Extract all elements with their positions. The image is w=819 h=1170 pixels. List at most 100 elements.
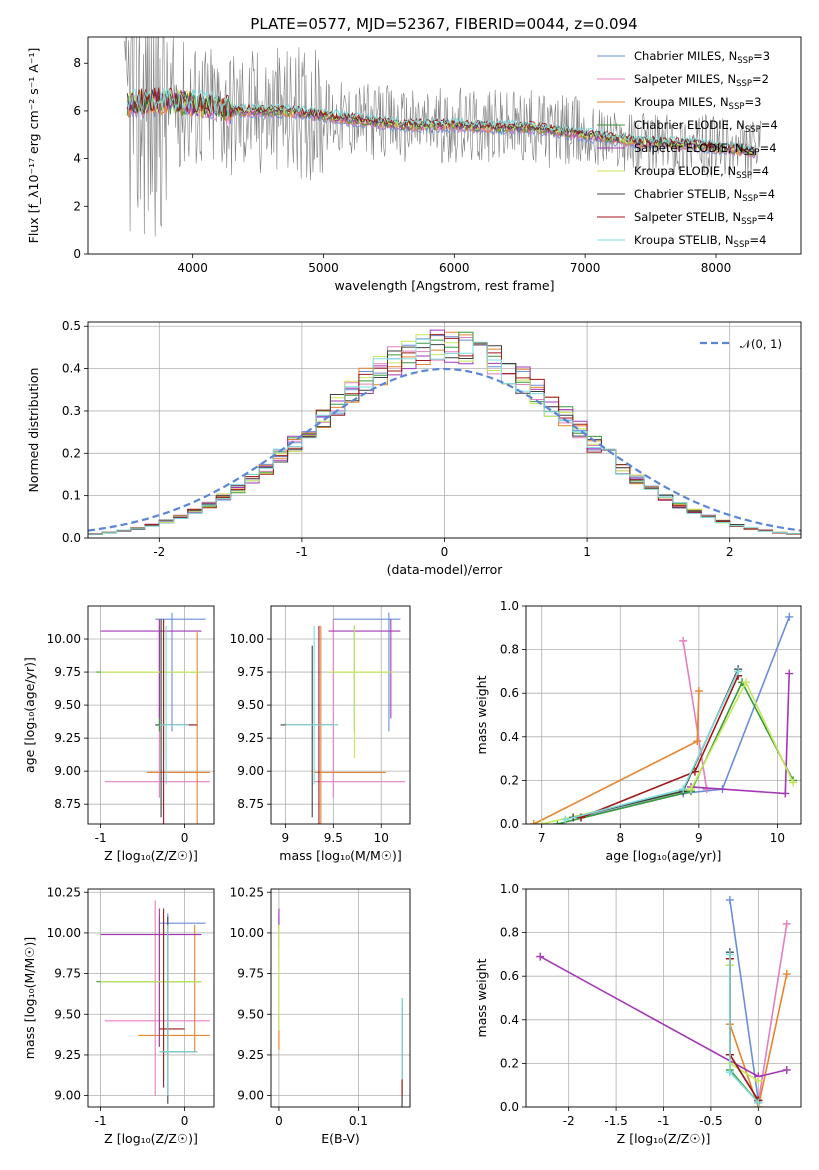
weight-marker [553,820,562,824]
x-tick-label: 0.1 [349,1114,368,1128]
x-axis-label: E(B-V) [321,1131,360,1146]
y-tick-label: 0.0 [500,1100,519,1114]
weight-marker [725,1068,734,1077]
x-tick-label: 9 [282,831,290,845]
axes-frame [87,321,802,539]
weight-marker [781,789,790,798]
panel-spectrum: 4000 5000 6000 7000 8000 0 2 4 6 8 wavelength [Ang… [26,36,802,293]
legend-subscript: SSP [737,56,753,66]
x-tick-label: 2 [726,545,734,559]
y-tick-label: 10.00 [230,632,264,646]
x-tick-label: 0 [181,1114,189,1128]
axes-frame [525,888,802,1108]
y-axis-label: mass weight [474,958,489,1037]
x-tick-label: 0 [275,1114,283,1128]
y-axis-label: Normed distribution [26,368,41,493]
x-tick-label: 9 [695,831,703,845]
y-tick-label: 1.0 [500,882,519,896]
y-tick-label: 1.0 [500,599,519,613]
x-axis-label: Z [log₁₀(Z/Z☉)] [617,1131,711,1146]
x-tick-label: 5000 [308,261,339,275]
figure-title: PLATE=0577, MJD=52367, FIBERID=0044, z=0… [250,15,637,33]
x-tick-label: 0 [441,545,449,559]
legend-suffix: =4 [757,210,774,224]
axes-frame [525,605,802,825]
legend-suffix: =4 [749,233,766,247]
y-tick-label: 10.00 [47,926,81,940]
legend-entry: 𝒩(0, 1) [740,337,782,351]
normal-curve [88,367,801,532]
y-tick-label: 9.25 [54,731,81,745]
weight-marker [785,612,794,621]
weight-marker [529,820,538,824]
legend-entry: Kroupa MILES, NSSP=3 [634,95,761,112]
axes-frame [270,888,411,1108]
panel-weight_vs_age: 7 8 9 10 0.0 0.2 0.4 0.6 0.8 1.0 age [log₁₀(age/yr… [474,599,802,863]
y-tick-label: 9.75 [54,967,81,981]
axes-frame [87,888,215,1108]
legend-suffix: =4 [761,118,778,132]
y-tick-label: 10.25 [230,885,264,899]
legend-subscript: SSP [729,102,745,112]
weight-marker [754,1098,763,1107]
x-tick-label: -2 [153,545,165,559]
y-tick-label: 8.75 [54,797,81,811]
weight-marker [742,678,750,687]
x-tick-label: -1 [95,1114,107,1128]
y-tick-label: 9.00 [237,764,264,778]
weight-marker [687,785,695,794]
weight-marker [782,970,791,979]
plot-area [96,900,210,1104]
weight-marker [679,636,688,645]
plot-area [280,612,406,824]
legend-name: Salpeter STELIB, N [634,210,741,224]
legend-subscript: SSP [744,148,760,158]
weight-line-1 [757,923,788,1103]
weight-marker [725,950,734,959]
y-tick-label: 0.2 [500,1056,519,1070]
panel-mass_vs_EBV: 0 0.1 9.00 9.25 9.50 9.75 10.00 10.25 E(B-V) [230,885,411,1146]
y-tick-label: 0.0 [500,817,519,831]
legend-entry: Chabrier MILES, NSSP=3 [634,49,770,66]
axes-frame [87,36,802,255]
y-tick-label: 9.50 [54,1007,81,1021]
y-tick-label: 2 [73,199,81,213]
weight-marker [782,1065,791,1074]
y-tick-label: 9.00 [54,1089,81,1103]
legend-subscript: SSP [736,171,752,181]
legend-subscript: SSP [745,125,761,135]
y-tick-label: 9.75 [54,665,81,679]
y-tick-label: 9.50 [237,698,264,712]
legend-entry: Salpeter MILES, NSSP=2 [634,72,769,89]
x-tick-label: -1 [296,545,308,559]
x-tick-label: 9.5 [324,831,343,845]
weight-marker [694,687,703,696]
weight-marker [561,815,570,824]
y-tick-label: 9.50 [54,698,81,712]
x-tick-label: -1 [658,1114,670,1128]
histogram-7 [88,334,801,535]
legend-name: Kroupa ELODIE, N [634,164,736,178]
y-axis-label: mass weight [474,675,489,754]
x-tick-label: 7 [538,831,546,845]
legend-entry: Salpeter ELODIE, NSSP=4 [634,141,777,158]
legend-name: Salpeter ELODIE, N [634,141,744,155]
x-tick-label: 8 [616,831,624,845]
y-tick-label: 0.8 [500,643,519,657]
weight-marker [690,767,699,776]
axes-frame [87,605,215,825]
weight-marker [537,820,546,824]
weight-marker [782,919,791,928]
y-tick-label: 0.5 [62,319,81,333]
legend-name: Chabrier MILES, N [634,49,737,63]
legend-entry: Chabrier ELODIE, NSSP=4 [634,118,778,135]
x-tick-label: 0 [181,831,189,845]
weight-line-8 [729,954,759,1104]
x-tick-label: -0.5 [699,1114,722,1128]
y-tick-label: 0.4 [62,362,81,376]
y-tick-label: 9.25 [237,1048,264,1062]
legend-subscript: SSP [736,79,752,89]
y-tick-label: 9.25 [54,1048,81,1062]
x-tick-label: -2 [563,1114,575,1128]
